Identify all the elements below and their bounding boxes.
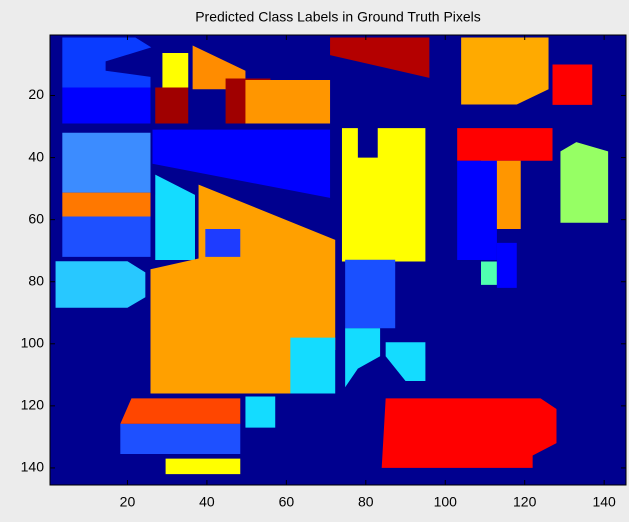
class-region: [162, 53, 188, 87]
x-tick-label: 100: [434, 494, 458, 510]
class-region: [205, 229, 240, 257]
class-region: [481, 262, 497, 285]
x-tick-label: 120: [513, 494, 537, 510]
class-region: [342, 128, 425, 261]
chart: Predicted Class Labels in Ground Truth P…: [0, 0, 629, 522]
class-region: [62, 133, 150, 193]
class-region: [62, 193, 150, 217]
x-tick-label: 20: [120, 494, 136, 510]
x-tick-label: 80: [358, 494, 374, 510]
x-tick-label: 60: [279, 494, 295, 510]
y-tick-label: 40: [28, 148, 44, 164]
class-region: [457, 128, 552, 161]
class-region: [62, 87, 150, 123]
class-region: [457, 161, 497, 260]
class-region: [155, 87, 188, 123]
x-tick-label: 40: [199, 494, 215, 510]
class-region: [245, 80, 330, 123]
y-tick-label: 80: [28, 272, 44, 288]
class-region: [290, 338, 335, 394]
class-region: [560, 142, 608, 223]
class-region: [497, 243, 517, 288]
y-tick-label: 140: [21, 459, 45, 475]
class-region: [245, 397, 275, 428]
class-region: [461, 37, 548, 104]
y-tick-label: 100: [21, 334, 45, 350]
class-region: [166, 459, 241, 475]
class-region: [382, 398, 557, 468]
class-region: [120, 424, 240, 454]
class-region: [553, 64, 593, 104]
chart-title: Predicted Class Labels in Ground Truth P…: [195, 9, 481, 25]
class-region: [56, 261, 146, 308]
class-region: [62, 217, 150, 257]
class-region: [345, 260, 395, 329]
y-tick-label: 60: [28, 210, 44, 226]
page: Predicted Class Labels in Ground Truth P…: [0, 0, 629, 522]
x-tick-label: 140: [592, 494, 616, 510]
y-tick-label: 120: [21, 397, 45, 413]
class-region: [120, 398, 240, 423]
y-tick-label: 20: [28, 86, 44, 102]
